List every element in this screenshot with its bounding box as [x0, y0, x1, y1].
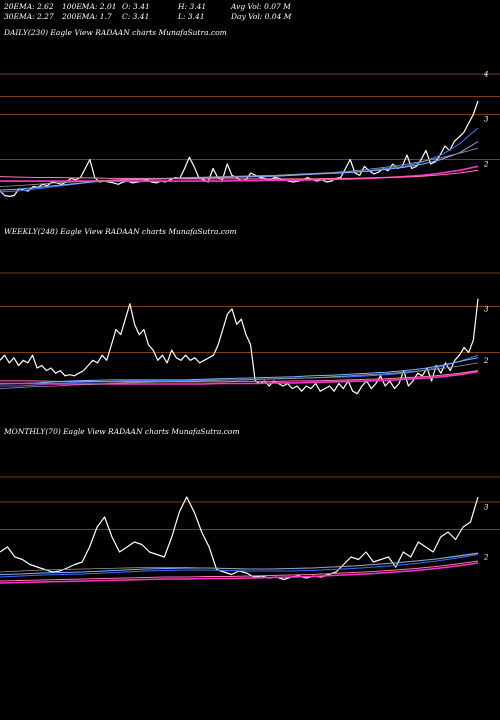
- monthly-chart-title: MONTHLY(70) Eagle View RADAAN charts Mun…: [4, 427, 240, 436]
- close-value: C: 3.41: [122, 12, 150, 21]
- daily-y-tick-label-0: 4: [483, 71, 488, 79]
- weekly-chart-title: WEEKLY(248) Eagle View RADAAN charts Mun…: [4, 227, 237, 236]
- stats-header: 20EMA: 2.62 100EMA: 2.01 O: 3.41 H: 3.41…: [4, 2, 496, 22]
- ema200-value: 200EMA: 1.7: [62, 12, 112, 21]
- weekly-y-tick-label-1: 2: [483, 357, 489, 365]
- daily-chart-title: DAILY(230) Eagle View RADAAN charts Muna…: [4, 28, 227, 37]
- weekly-ema-sky-line: [0, 357, 479, 385]
- ema100-value: 100EMA: 2.01: [62, 2, 117, 11]
- high-value: H: 3.41: [178, 2, 207, 11]
- weekly-chart: 32: [0, 272, 500, 395]
- monthly-price-line: [0, 496, 479, 581]
- daily-ema-sky-line: [0, 141, 479, 191]
- ema30-value: 30EMA: 2.27: [4, 12, 54, 21]
- weekly-y-tick-label-0: 3: [484, 305, 489, 313]
- avg-vol-value: Avg Vol: 0.07 M: [231, 2, 291, 11]
- weekly-price-line: [0, 298, 479, 395]
- daily-y-tick-label-1: 3: [484, 116, 489, 124]
- weekly-ema-pink-line: [0, 370, 479, 383]
- monthly-ema-grey-line: [0, 553, 479, 573]
- low-value: L: 3.41: [178, 12, 205, 21]
- stats-row-2: 30EMA: 2.27 200EMA: 1.7 C: 3.41 L: 3.41 …: [4, 12, 496, 22]
- day-vol-value: Day Vol: 0.04 M: [231, 12, 292, 21]
- daily-ema-pink-line: [0, 169, 479, 180]
- stats-row-1: 20EMA: 2.62 100EMA: 2.01 O: 3.41 H: 3.41…: [4, 2, 496, 12]
- monthly-chart: 32: [0, 476, 500, 584]
- daily-ema-grey-line: [0, 147, 479, 187]
- open-value: O: 3.41: [122, 2, 150, 11]
- weekly-ema-magenta-line: [0, 370, 479, 385]
- weekly-ema-grey-line: [0, 362, 479, 389]
- ema20-value: 20EMA: 2.62: [4, 2, 54, 11]
- daily-chart: 4 3 2: [0, 71, 500, 197]
- monthly-y-tick-label-0: 3: [484, 504, 489, 512]
- monthly-ema-pink-line: [0, 560, 479, 582]
- daily-y-tick-label-2: 2: [483, 161, 489, 169]
- monthly-ema-magenta-line: [0, 562, 479, 584]
- monthly-ema-blue-line: [0, 553, 479, 578]
- monthly-y-tick-label-1: 2: [483, 554, 489, 562]
